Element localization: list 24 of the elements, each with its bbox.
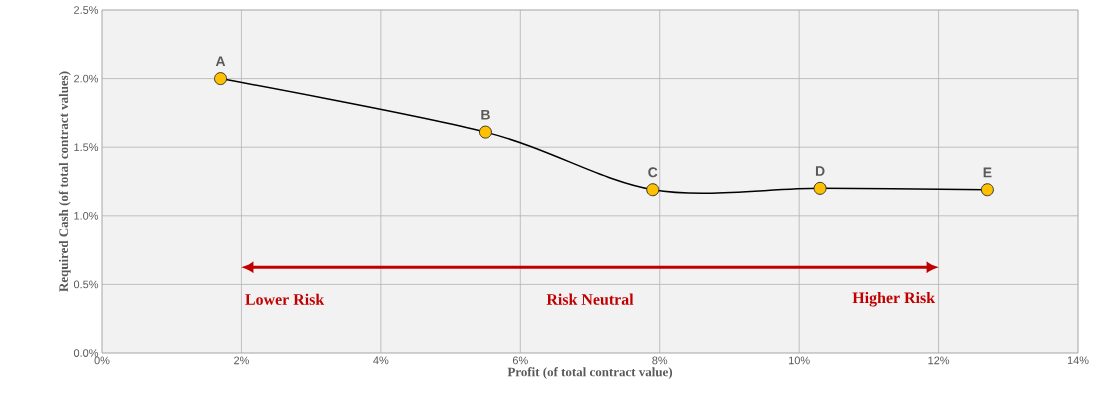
x-axis-title: Profit (of total contract value) bbox=[507, 367, 673, 379]
y-axis-title: Required Cash (of total contract values) bbox=[58, 71, 71, 292]
x-tick-label: 4% bbox=[373, 356, 389, 365]
y-tick-label: 2.5% bbox=[74, 6, 99, 14]
annotation: D bbox=[815, 166, 825, 176]
annotation: Lower Risk bbox=[245, 293, 325, 305]
annotation: Higher Risk bbox=[852, 291, 936, 307]
annotation: Risk Neutral bbox=[546, 293, 634, 305]
x-tick-label: 0% bbox=[94, 356, 110, 365]
y-tick-label: 0.0% bbox=[73, 349, 99, 357]
y-tick-label: 1.0% bbox=[74, 211, 99, 220]
x-tick-label: 2% bbox=[234, 356, 249, 365]
x-tick-label: 10% bbox=[789, 356, 810, 365]
annotation: C bbox=[648, 167, 658, 178]
y-tick-label: 1.5% bbox=[74, 143, 99, 152]
x-tick-label: 8% bbox=[652, 356, 668, 365]
x-tick-label: 12% bbox=[928, 356, 950, 365]
y-tick-label: 0.5% bbox=[73, 280, 99, 289]
annotation: E bbox=[983, 167, 992, 178]
x-tick-label: 14% bbox=[1067, 356, 1089, 365]
x-tick-label: 6% bbox=[512, 356, 528, 365]
y-tick-label: 2.0% bbox=[74, 74, 99, 83]
annotation: B bbox=[481, 109, 490, 120]
annotation: A bbox=[215, 56, 226, 67]
